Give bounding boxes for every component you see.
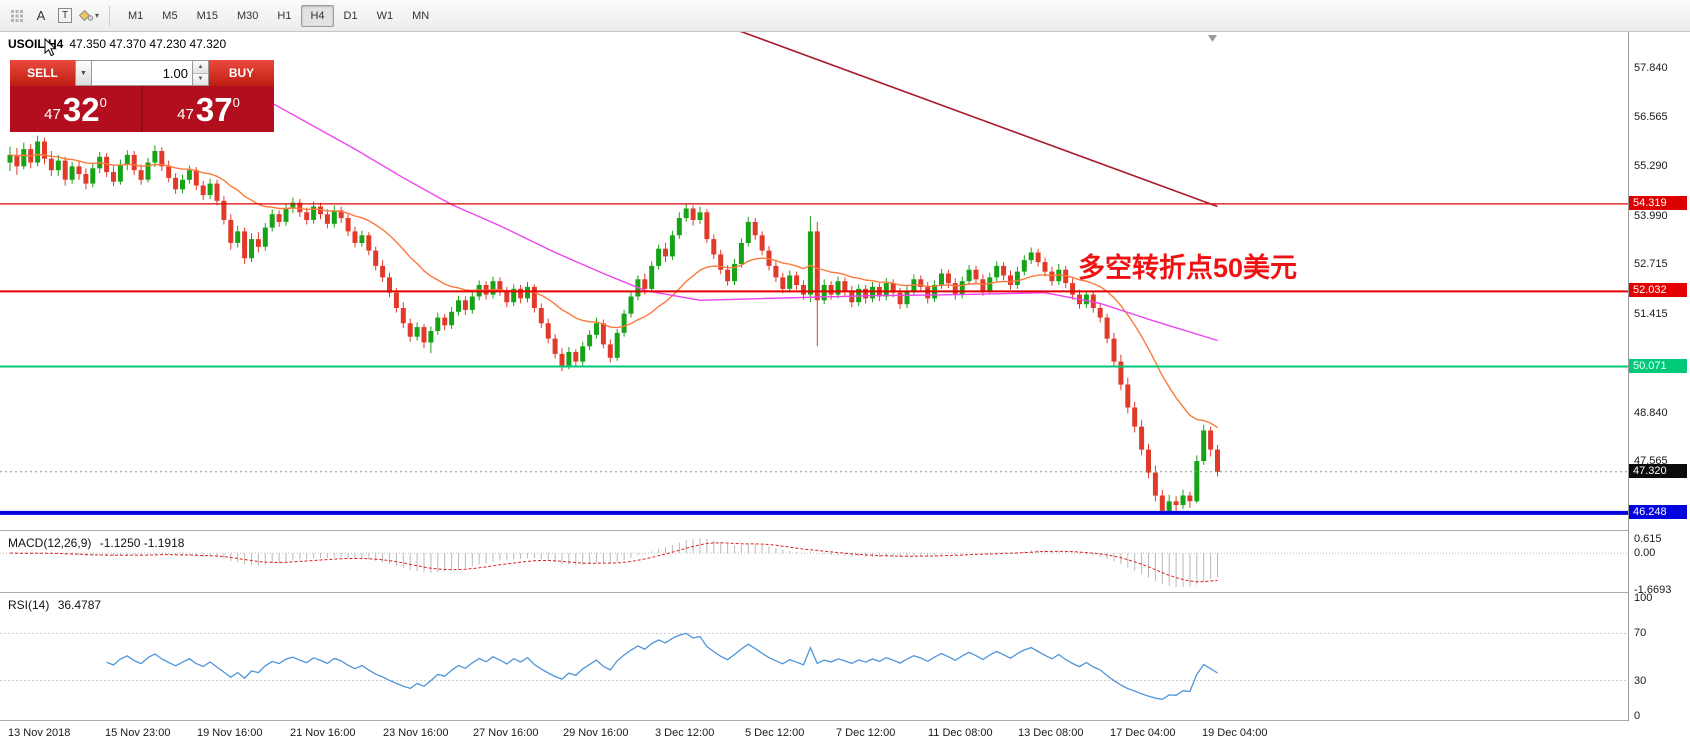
volume-down-button[interactable]: ▼ xyxy=(193,73,208,85)
time-axis-label: 13 Nov 2018 xyxy=(8,727,71,739)
buy-price-whole: 47 xyxy=(177,105,194,123)
magenta-ma-line xyxy=(271,102,1218,342)
rsi-value: 36.4787 xyxy=(57,598,102,612)
macd-label: MACD(12,26,9) -1.1250 -1.1918 xyxy=(8,536,184,550)
trade-controls-row: SELL ▼ 1.00 ▲ ▼ BUY xyxy=(10,60,274,86)
macd-signal-line xyxy=(9,542,1218,583)
timeframe-button-h4[interactable]: H4 xyxy=(301,4,334,27)
time-axis-label: 5 Dec 12:00 xyxy=(745,727,805,739)
time-axis-label: 21 Nov 16:00 xyxy=(290,727,356,739)
timeframe-button-m15[interactable]: M15 xyxy=(196,9,218,22)
time-axis-label: 17 Dec 04:00 xyxy=(1110,727,1176,739)
label-tool-icon[interactable]: T xyxy=(54,5,76,27)
text-tool-icon[interactable]: A xyxy=(36,8,46,23)
timeframe-toolbar: M1 M5 M15 M30 H1 H4 D1 W1 MN xyxy=(119,4,438,27)
timeframe-button-m30[interactable]: M30 xyxy=(236,9,259,22)
one-click-trading-panel: SELL ▼ 1.00 ▲ ▼ BUY 47 32 0 47 37 0 xyxy=(10,60,274,132)
orange-ma-line xyxy=(9,153,1218,429)
sell-price-pips: 32 xyxy=(62,90,100,128)
time-axis-label: 23 Nov 16:00 xyxy=(383,727,449,739)
volume-input[interactable]: 1.00 xyxy=(92,60,193,86)
sell-price-display[interactable]: 47 32 0 xyxy=(10,86,141,132)
objects-tool-icon[interactable]: ▾ xyxy=(78,5,100,27)
chart-header: USOIL,H4 47.350 47.370 47.230 47.320 xyxy=(8,37,232,51)
timeframe-button-mn[interactable]: MN xyxy=(412,9,430,22)
objects-icon-glyph xyxy=(78,9,94,22)
timeframe-button-d1[interactable]: D1 xyxy=(343,9,358,22)
volume-dropdown-button[interactable]: ▼ xyxy=(75,60,92,86)
descending-trend-line[interactable] xyxy=(728,32,1218,208)
time-axis-label: 13 Dec 08:00 xyxy=(1018,727,1084,739)
time-axis-label: 19 Nov 16:00 xyxy=(197,727,263,739)
toolbar-separator xyxy=(109,5,110,26)
macd-indicator-panel[interactable] xyxy=(0,532,1628,592)
objects-dropdown-caret: ▾ xyxy=(94,11,99,20)
timeframe-button-m5[interactable]: M5 xyxy=(162,9,178,22)
time-axis-label: 29 Nov 16:00 xyxy=(563,727,629,739)
time-axis-label: 7 Dec 12:00 xyxy=(836,727,896,739)
mouse-cursor xyxy=(44,37,57,62)
macd-values: -1.1250 -1.1918 xyxy=(99,536,185,550)
panel-separator[interactable] xyxy=(0,530,1690,531)
ohlc-values: 47.350 47.370 47.230 47.320 xyxy=(69,37,227,51)
volume-spinner: ▲ ▼ xyxy=(193,60,209,86)
rsi-indicator-panel[interactable] xyxy=(0,594,1628,720)
candles-layer xyxy=(7,135,1220,513)
rsi-label: RSI(14) 36.4787 xyxy=(8,598,101,612)
label-tool-glyph: T xyxy=(57,8,73,23)
volume-up-button[interactable]: ▲ xyxy=(193,61,208,74)
macd-histogram xyxy=(16,538,1218,587)
time-axis-label: 19 Dec 04:00 xyxy=(1202,727,1268,739)
rsi-line xyxy=(106,632,1218,700)
buy-price-pips: 37 xyxy=(195,90,233,128)
grid-icon-glyph xyxy=(11,9,23,22)
timeframe-button-w1[interactable]: W1 xyxy=(376,9,394,22)
buy-price-sup: 0 xyxy=(232,94,240,110)
time-axis-label: 15 Nov 23:00 xyxy=(105,727,171,739)
sell-price-sup: 0 xyxy=(99,94,107,110)
panel-separator[interactable] xyxy=(0,592,1690,593)
main-price-chart[interactable] xyxy=(0,32,1628,530)
time-axis-label: 11 Dec 08:00 xyxy=(928,727,993,739)
chart-text-annotation: 多空转折点50美元 xyxy=(1078,253,1298,283)
grid-icon[interactable] xyxy=(6,5,28,27)
sell-price-whole: 47 xyxy=(44,105,61,123)
timeframe-button-m1[interactable]: M1 xyxy=(128,9,144,22)
time-axis-label: 3 Dec 12:00 xyxy=(655,727,715,739)
buy-price-display[interactable]: 47 37 0 xyxy=(143,86,274,132)
time-axis-label: 27 Nov 16:00 xyxy=(473,727,539,739)
sell-button[interactable]: SELL xyxy=(10,60,75,86)
buy-button[interactable]: BUY xyxy=(209,60,274,86)
chart-shift-marker[interactable] xyxy=(1208,35,1217,42)
timeframe-button-h1[interactable]: H1 xyxy=(277,9,292,22)
top-toolbar: A T ▾ M1 M5 M15 M30 H1 H4 D1 W1 MN xyxy=(0,0,1690,32)
panel-separator[interactable] xyxy=(0,720,1690,721)
trade-prices-row: 47 32 0 47 37 0 xyxy=(10,86,274,132)
price-axis-column[interactable] xyxy=(1628,32,1690,721)
rsi-name: RSI(14) xyxy=(8,598,50,612)
macd-name: MACD(12,26,9) xyxy=(8,536,92,550)
